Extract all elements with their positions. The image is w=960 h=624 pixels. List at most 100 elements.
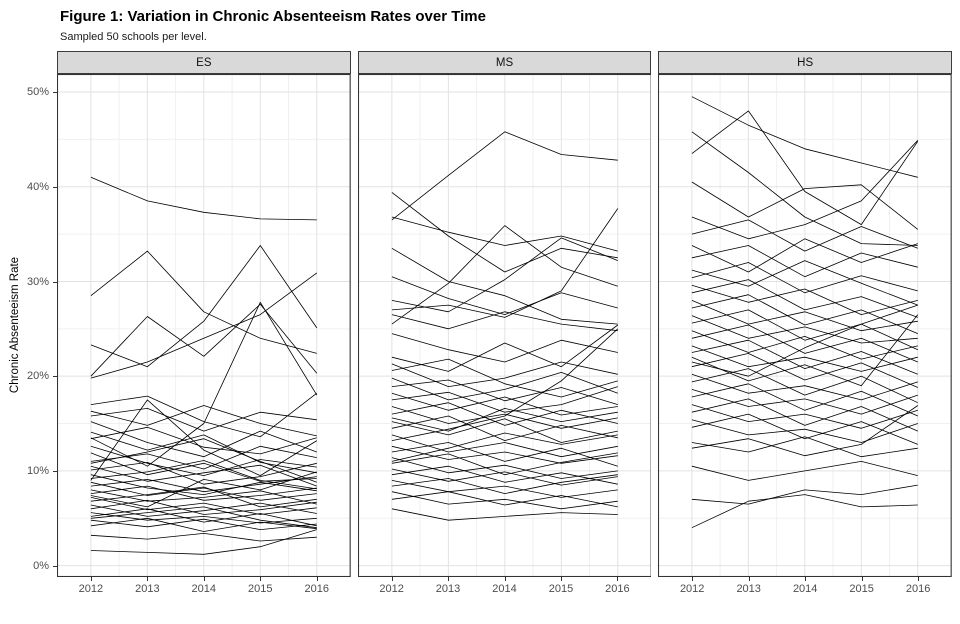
y-tick-mark [53, 470, 57, 472]
facet-panel-es [57, 74, 351, 577]
facet-panel-ms [357, 74, 652, 577]
y-tick-label: 30% [26, 275, 49, 288]
series-line [391, 392, 618, 416]
series-line [692, 330, 919, 360]
x-tick-mark [748, 577, 750, 581]
series-line [90, 272, 318, 379]
y-tick-label: 50% [26, 86, 49, 98]
facet-panel-hs [658, 74, 952, 577]
series-line [692, 96, 919, 178]
series-line [391, 480, 618, 498]
series-line [692, 373, 919, 401]
x-tick-label: 2015 [248, 583, 273, 595]
x-tick-label: 2012 [679, 583, 705, 595]
series-line [692, 284, 919, 316]
x-tick-mark [147, 577, 149, 581]
series-line [90, 529, 317, 555]
series-line [391, 491, 618, 508]
x-tick-mark [692, 577, 694, 581]
series-line [90, 497, 317, 515]
series-line [692, 494, 919, 529]
x-tick-label: 2016 [905, 583, 931, 595]
series-line [90, 486, 317, 508]
series-line [692, 262, 919, 294]
series-line [391, 225, 618, 325]
series-line [391, 324, 618, 372]
series-line [90, 489, 317, 505]
series-line [90, 421, 317, 458]
facet-strip-hs: HS [658, 51, 952, 74]
x-tick-mark [805, 577, 807, 581]
series-line [692, 140, 919, 240]
series-line [692, 260, 919, 306]
x-tick-label: 2012 [379, 583, 404, 595]
series-line [90, 532, 317, 542]
series-line [391, 311, 618, 332]
series-line [391, 468, 618, 486]
y-tick-label: 20% [26, 370, 49, 383]
series-line [692, 245, 919, 278]
series-line [391, 237, 618, 313]
series-line [691, 131, 919, 246]
chart-subtitle: Sampled 50 schools per level. [60, 31, 207, 43]
series-line [391, 358, 618, 398]
series-line [391, 192, 618, 273]
x-tick-mark [617, 577, 619, 581]
series-line [90, 461, 317, 485]
series-line [90, 508, 317, 527]
series-line [391, 457, 618, 479]
series-line [692, 368, 919, 404]
series-line [90, 301, 318, 467]
x-tick-label: 2013 [736, 583, 761, 595]
series-line [90, 438, 317, 483]
series-line [90, 512, 317, 524]
series-line [90, 517, 317, 532]
series-line [391, 247, 618, 325]
series-line [90, 474, 317, 496]
x-tick-mark [918, 577, 920, 581]
series-line [391, 402, 618, 426]
series-line [692, 315, 919, 344]
series-line [391, 432, 618, 462]
x-tick-mark [561, 577, 562, 581]
series-line [391, 465, 618, 485]
series-line [692, 404, 919, 429]
series-line [692, 352, 919, 388]
series-line [692, 300, 919, 332]
series-line [692, 398, 919, 432]
series-line [692, 324, 919, 363]
series-line [90, 405, 317, 437]
y-tick-label: 0% [33, 559, 49, 572]
series-line [391, 474, 618, 495]
x-tick-label: 2012 [78, 583, 104, 595]
series-line [90, 502, 317, 517]
chart-title: Figure 1: Variation in Chronic Absenteei… [60, 8, 486, 25]
x-tick-mark [504, 577, 506, 581]
series-line [90, 303, 318, 377]
x-tick-mark [391, 577, 393, 581]
series-line [90, 476, 317, 493]
series-line [391, 361, 618, 388]
x-tick-mark [448, 577, 449, 581]
series-line [90, 431, 317, 474]
y-tick-mark [53, 376, 57, 378]
series-line [90, 399, 318, 481]
series-line [692, 413, 919, 445]
y-tick-mark [53, 565, 57, 567]
series-line [692, 419, 919, 443]
series-line [90, 452, 317, 482]
series-line [90, 426, 317, 455]
series-line [692, 304, 919, 377]
series-line [391, 407, 618, 432]
series-line [391, 508, 618, 521]
series-line [391, 445, 618, 464]
series-line [90, 481, 317, 501]
x-tick-label: 2015 [849, 583, 874, 595]
series-line [692, 219, 919, 252]
x-tick-label: 2014 [492, 583, 517, 595]
series-line [391, 491, 618, 510]
x-tick-label: 2013 [135, 583, 160, 595]
series-line [691, 110, 919, 226]
series-line [90, 176, 317, 221]
series-line [692, 405, 919, 457]
